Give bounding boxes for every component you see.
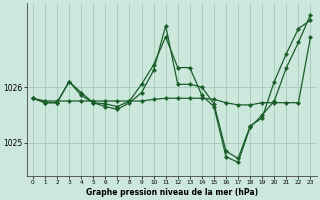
X-axis label: Graphe pression niveau de la mer (hPa): Graphe pression niveau de la mer (hPa): [86, 188, 258, 197]
